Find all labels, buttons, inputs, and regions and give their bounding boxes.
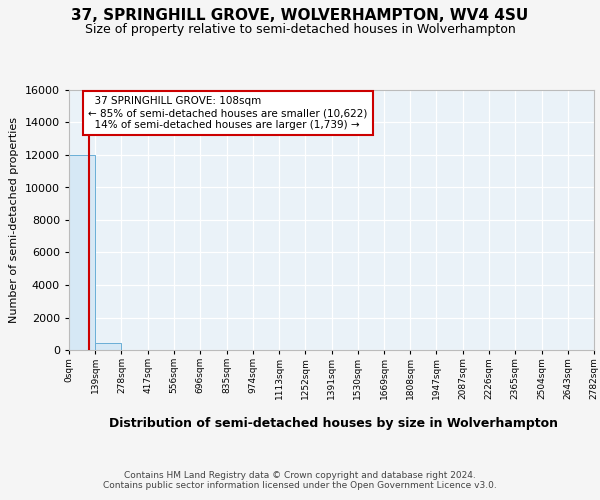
- Text: Contains HM Land Registry data © Crown copyright and database right 2024.
Contai: Contains HM Land Registry data © Crown c…: [103, 470, 497, 490]
- Text: Distribution of semi-detached houses by size in Wolverhampton: Distribution of semi-detached houses by …: [109, 418, 557, 430]
- Bar: [69, 156, 95, 350]
- Bar: [95, 343, 121, 350]
- Text: Size of property relative to semi-detached houses in Wolverhampton: Size of property relative to semi-detach…: [85, 22, 515, 36]
- Text: 37 SPRINGHILL GROVE: 108sqm
← 85% of semi-detached houses are smaller (10,622)
 : 37 SPRINGHILL GROVE: 108sqm ← 85% of sem…: [88, 96, 368, 130]
- Text: 37, SPRINGHILL GROVE, WOLVERHAMPTON, WV4 4SU: 37, SPRINGHILL GROVE, WOLVERHAMPTON, WV4…: [71, 8, 529, 22]
- Y-axis label: Number of semi-detached properties: Number of semi-detached properties: [9, 117, 19, 323]
